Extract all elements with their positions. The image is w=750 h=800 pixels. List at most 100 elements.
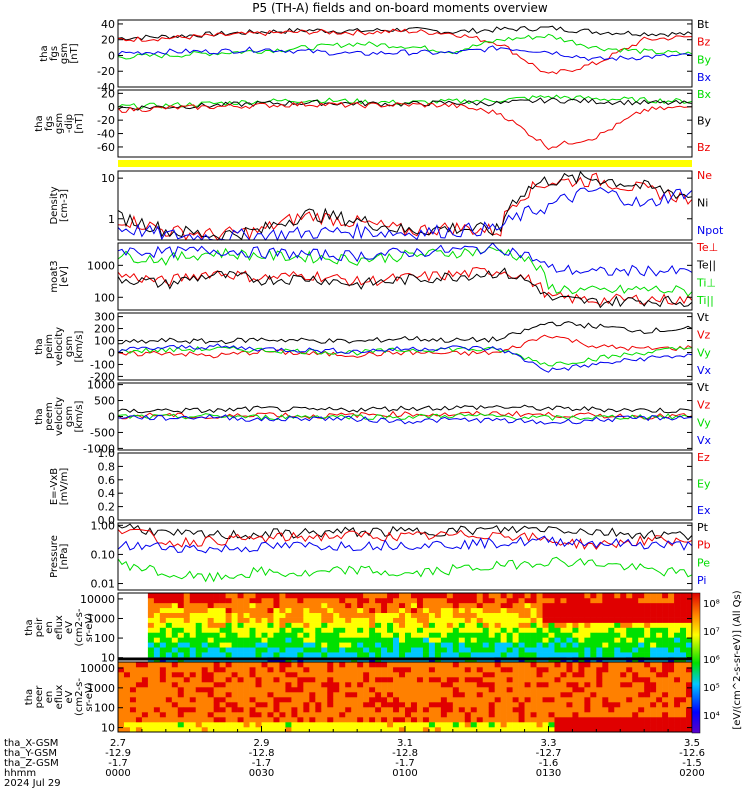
spectrogram-cell [596,677,603,683]
spectrogram-cell [357,593,364,599]
spectrogram-cell [237,702,244,708]
spectrogram-cell [207,662,214,668]
spectrogram-cell [267,647,274,653]
spectrogram-cell [566,602,573,609]
spectrogram-cell [440,717,448,723]
spectrogram-cell [351,682,358,688]
spectrogram-cell [638,722,645,728]
spectrogram-cell [243,722,250,728]
spectrogram-cell [333,602,340,609]
spectrogram-cell [524,597,531,604]
spectrogram-cell [393,622,400,628]
spectrogram-cell [141,593,149,599]
spectrogram-cell [674,682,681,688]
spectrogram-cell [267,622,274,628]
spectrogram-cell [452,677,460,683]
spectrogram-cell [393,712,400,718]
spectrogram-cell [243,647,250,653]
spectrogram-cell [141,707,149,713]
spectrogram-cell [434,727,442,733]
y-axis-label: velocity [54,327,65,366]
spectrogram-cell [369,617,376,623]
spectrogram-cell [668,672,675,678]
spectrogram-cell [674,637,681,643]
spectrogram-cell [500,717,507,723]
spectrogram-cell [267,652,274,658]
spectrogram-cell [626,672,633,678]
spectrogram-cell [578,707,585,713]
spectrogram-cell [339,617,346,623]
spectrogram-cell [309,667,316,673]
spectrogram-cell [375,662,382,668]
spectrogram-cell [650,682,657,688]
spectrogram-cell [159,597,167,604]
spectrogram-cell [381,647,388,653]
spectrogram-cell [177,652,185,658]
spectrogram-cell [399,662,406,668]
spectrogram-cell [357,707,364,713]
spectrogram-cell [291,712,298,718]
spectrogram-cell [399,622,406,628]
spectrogram-cell [273,612,280,618]
spectrogram-cell [243,707,250,713]
y-tick-label: 20 [101,87,115,100]
spectrogram-cell [153,627,161,633]
spectrogram-cell [560,672,567,678]
spectrogram-cell [452,622,460,628]
spectrogram-cell [530,697,537,703]
spectrogram-cell [542,617,549,623]
spectrogram-cell [339,677,346,683]
spectrogram-cell [518,617,525,623]
spectrogram-cell [572,717,579,723]
spectrogram-cell [195,662,203,668]
spectrogram-cell [261,617,268,623]
spectrogram-cell [578,712,585,718]
spectrogram-cell [410,707,418,713]
spectrogram-cell [159,622,167,628]
spectrogram-cell [686,702,693,708]
spectrogram-cell [518,627,525,633]
spectrogram-cell [375,602,382,609]
spectrogram-cell [614,622,621,628]
y-axis-label: tha [34,408,45,424]
spectrogram-cell [381,642,388,648]
spectrogram-cell [494,627,501,633]
spectrogram-cell [399,617,406,623]
spectrogram-cell [333,712,340,718]
spectrogram-cell [393,702,400,708]
spectrogram-cell [219,652,226,658]
series-line-Bz [117,101,693,151]
spectrogram-cell [536,672,543,678]
spectrogram-cell [416,662,424,668]
spectrogram-cell [554,712,561,718]
spectrogram-cell [572,593,579,599]
spectrogram-cell [315,717,322,723]
spectrogram-cell [512,672,519,678]
spectrogram-cell [249,712,256,718]
spectrogram-cell [686,727,693,733]
spectrogram-cell [369,727,376,733]
spectrogram-cell [177,627,185,633]
y-axis-label: [nT] [69,43,80,63]
spectrogram-cell [524,722,531,728]
spectrogram-cell [650,707,657,713]
y-tick-label: -1000 [83,442,115,455]
spectrogram-cell [542,647,549,653]
spectrogram-cell [399,652,406,658]
spectrogram-cell [369,647,376,653]
spectrogram-cell [434,627,442,633]
spectrogram-cell [255,712,262,718]
spectrogram-cell [458,637,466,643]
spectrogram-cell [297,602,304,609]
spectrogram-cell [243,622,250,628]
spectrogram-cell [674,622,681,628]
spectrogram-cell [255,672,262,678]
spectrogram-cell [405,602,412,609]
series-line-Bt [117,25,693,41]
spectrogram-cell [327,593,334,599]
spectrogram-cell [249,702,256,708]
spectrogram-cell [309,647,316,653]
spectrogram-cell [339,622,346,628]
spectrogram-cell [243,627,250,633]
